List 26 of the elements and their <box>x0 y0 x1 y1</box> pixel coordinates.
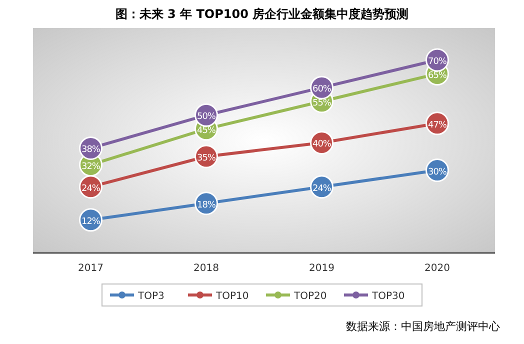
data-label: 38% <box>81 145 101 156</box>
data-label: 18% <box>196 200 216 210</box>
data-label: 65% <box>428 70 448 81</box>
legend-label: TOP10 <box>215 291 249 302</box>
source-note: 数据来源：中国房地产测评中心 <box>346 320 500 333</box>
data-label: 32% <box>81 162 101 172</box>
x-tick-label: 2019 <box>309 263 334 274</box>
legend-label: TOP3 <box>137 291 164 302</box>
data-label: 50% <box>196 112 216 122</box>
data-label: 60% <box>312 84 332 95</box>
x-tick-label: 2017 <box>78 263 104 274</box>
legend-label: TOP20 <box>293 291 327 302</box>
chart-title: 图：未来 3 年 TOP100 房企行业金额集中度趋势预测 <box>115 7 409 21</box>
data-label: 45% <box>196 126 216 136</box>
data-label: 70% <box>428 57 448 67</box>
legend-label: TOP30 <box>371 291 405 302</box>
data-label: 40% <box>312 140 332 150</box>
data-label: 12% <box>81 216 101 227</box>
data-label: 24% <box>312 184 332 194</box>
data-label: 24% <box>81 184 101 194</box>
data-label: 30% <box>428 167 448 178</box>
data-label: 55% <box>312 98 332 108</box>
data-label: 35% <box>196 154 216 164</box>
x-tick-label: 2020 <box>424 263 450 274</box>
x-tick-label: 2018 <box>194 263 219 274</box>
data-label: 47% <box>428 120 448 130</box>
